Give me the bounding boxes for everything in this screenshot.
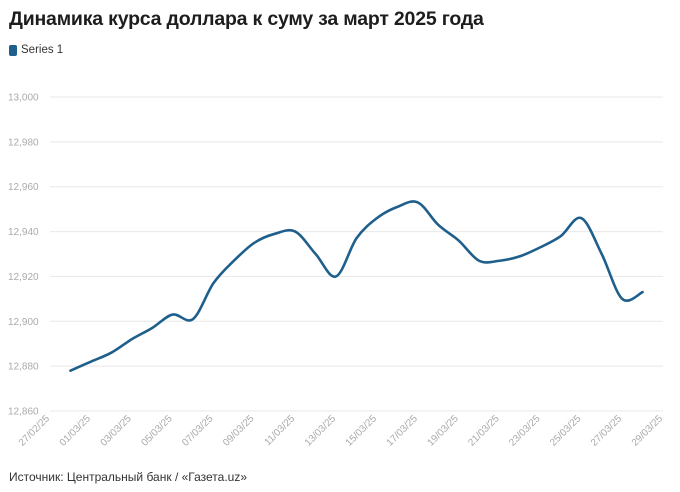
x-tick-label: 13/03/25: [303, 413, 339, 449]
x-tick-label: 11/03/25: [263, 413, 298, 448]
legend[interactable]: Series 1: [9, 44, 63, 56]
x-tick-label: 27/03/25: [589, 413, 625, 449]
series-layer: [69, 200, 644, 372]
y-tick-label: 12,960: [8, 182, 39, 193]
x-tick-label: 29/03/25: [630, 413, 666, 449]
x-tick-label: 01/03/25: [58, 413, 94, 449]
y-tick-label: 12,920: [8, 272, 39, 283]
x-tick-label: 23/03/25: [507, 413, 543, 449]
x-tick-label: 19/03/25: [425, 413, 461, 449]
x-tick-label: 21/03/25: [466, 413, 502, 449]
x-tick-label: 25/03/25: [548, 413, 584, 449]
y-tick-label: 12,860: [8, 407, 39, 418]
legend-label: Series 1: [21, 44, 64, 56]
x-tick-label: 15/03/25: [344, 413, 380, 449]
x-tick-label: 07/03/25: [180, 413, 216, 449]
grid-lines: [50, 96, 663, 412]
y-tick-label: 13,000: [8, 93, 39, 104]
series-line: [69, 200, 644, 372]
y-axis-ticks: 12,860 12,880 12,900 12,920 12,940 12,960 12,9…: [8, 93, 39, 418]
x-tick-label: 27/02/25: [17, 413, 53, 449]
y-tick-label: 12,940: [8, 227, 39, 238]
x-axis-ticks: 27/02/25 01/03/25 03/03/25 05/03/25 07/03/25…: [17, 413, 666, 449]
x-tick-label: 05/03/25: [139, 413, 175, 449]
y-tick-label: 12,980: [8, 137, 39, 148]
x-tick-label: 17/03/25: [385, 413, 421, 449]
x-tick-label: 09/03/25: [221, 413, 257, 449]
y-tick-label: 12,880: [8, 362, 39, 373]
source-note: Источник: Центральный банк / «Газета.uz»: [9, 470, 248, 484]
y-tick-label: 12,900: [8, 317, 39, 328]
x-tick-label: 03/03/25: [99, 413, 135, 449]
legend-swatch: [9, 44, 17, 56]
chart-title: Динамика курса доллара к суму за март 20…: [9, 8, 484, 30]
